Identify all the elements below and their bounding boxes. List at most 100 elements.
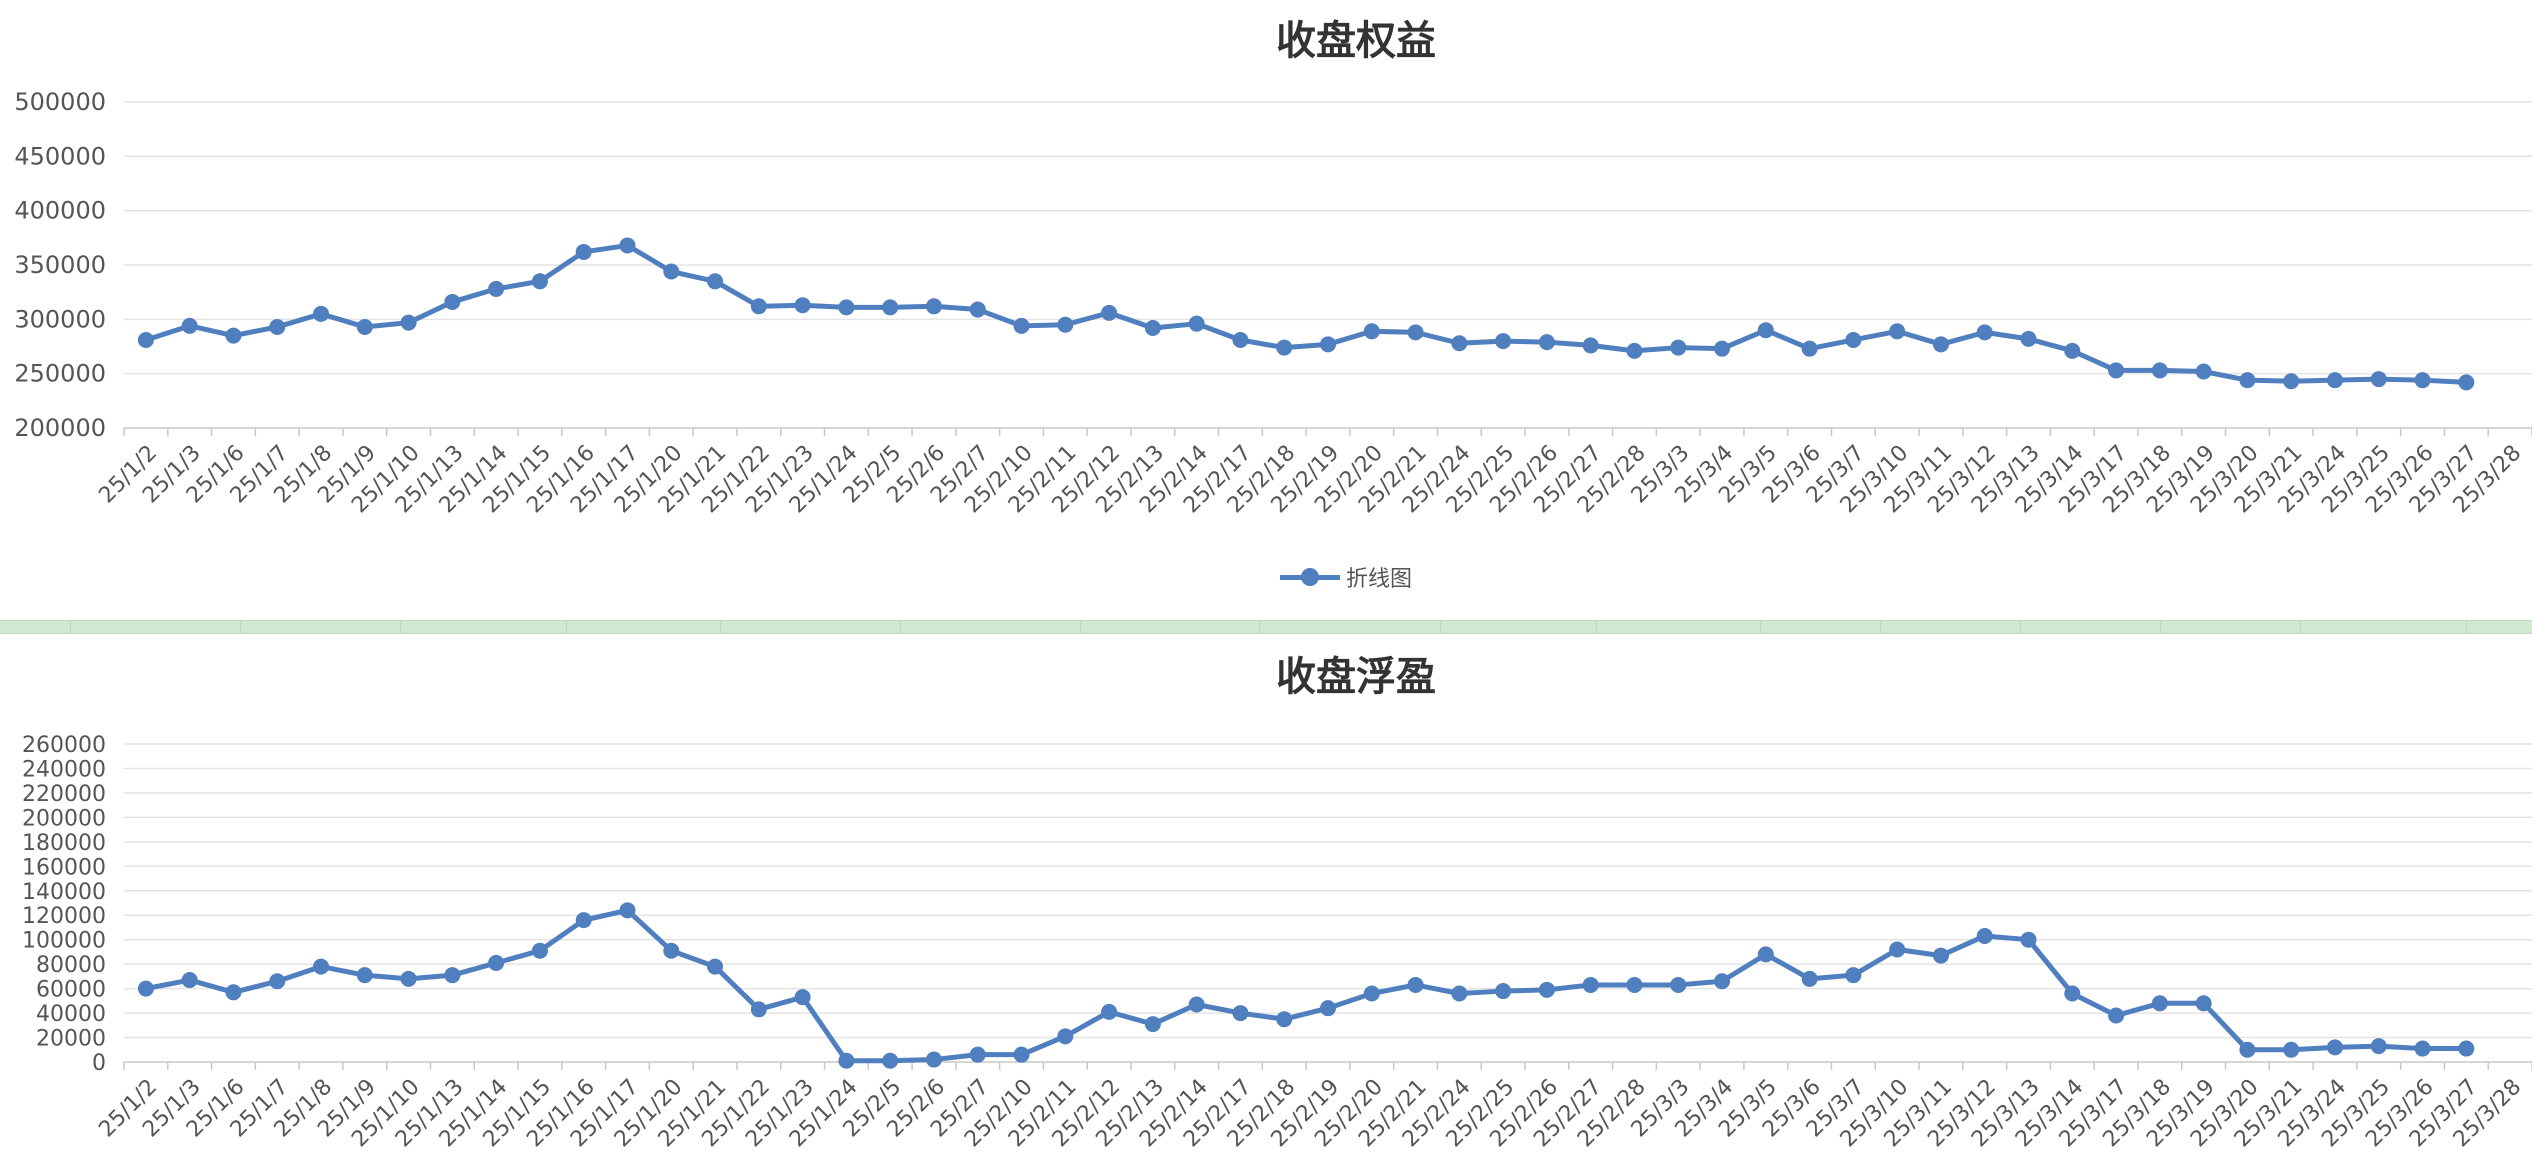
data-point[interactable]: [1714, 340, 1731, 357]
data-point[interactable]: [1451, 985, 1468, 1002]
data-point[interactable]: [400, 970, 417, 987]
data-point[interactable]: [2326, 372, 2343, 389]
data-point[interactable]: [488, 280, 505, 297]
data-point[interactable]: [444, 967, 461, 984]
data-point[interactable]: [2151, 362, 2168, 379]
data-point[interactable]: [1057, 316, 1074, 333]
data-point[interactable]: [1144, 1016, 1161, 1033]
data-point[interactable]: [1407, 324, 1424, 341]
data-point[interactable]: [1582, 337, 1599, 354]
data-point[interactable]: [313, 305, 330, 322]
data-point[interactable]: [1407, 976, 1424, 993]
data-point[interactable]: [1495, 333, 1512, 350]
data-point[interactable]: [181, 317, 198, 334]
data-point[interactable]: [1057, 1028, 1074, 1045]
data-point[interactable]: [137, 980, 154, 997]
data-point[interactable]: [575, 912, 592, 929]
data-point[interactable]: [1495, 983, 1512, 1000]
data-point[interactable]: [1538, 334, 1555, 351]
data-point[interactable]: [619, 237, 636, 254]
data-point[interactable]: [707, 958, 724, 975]
data-point[interactable]: [1845, 967, 1862, 984]
data-point[interactable]: [181, 972, 198, 989]
data-point[interactable]: [1889, 941, 1906, 958]
data-point[interactable]: [2414, 372, 2431, 389]
data-point[interactable]: [1013, 317, 1030, 334]
data-point[interactable]: [2064, 342, 2081, 359]
data-point[interactable]: [1538, 981, 1555, 998]
data-point[interactable]: [2414, 1040, 2431, 1057]
data-point[interactable]: [2108, 362, 2125, 379]
data-point[interactable]: [575, 243, 592, 260]
data-point[interactable]: [269, 973, 286, 990]
data-point[interactable]: [225, 327, 242, 344]
data-point[interactable]: [269, 318, 286, 335]
data-point[interactable]: [838, 1052, 855, 1069]
data-point[interactable]: [356, 967, 373, 984]
data-point[interactable]: [925, 1051, 942, 1068]
data-point[interactable]: [2195, 995, 2212, 1012]
data-point[interactable]: [1932, 947, 1949, 964]
data-point[interactable]: [1188, 996, 1205, 1013]
data-point[interactable]: [882, 1052, 899, 1069]
data-point[interactable]: [2020, 931, 2037, 948]
data-point[interactable]: [925, 298, 942, 315]
data-point[interactable]: [1932, 336, 1949, 353]
data-point[interactable]: [1845, 331, 1862, 348]
data-point[interactable]: [2370, 1038, 2387, 1055]
data-point[interactable]: [2064, 985, 2081, 1002]
data-point[interactable]: [1013, 1046, 1030, 1063]
data-point[interactable]: [1626, 976, 1643, 993]
data-point[interactable]: [750, 1001, 767, 1018]
data-point[interactable]: [400, 314, 417, 331]
data-point[interactable]: [1801, 970, 1818, 987]
data-point[interactable]: [1101, 1003, 1118, 1020]
data-point[interactable]: [1451, 335, 1468, 352]
data-point[interactable]: [2326, 1039, 2343, 1056]
data-point[interactable]: [2283, 1041, 2300, 1058]
data-point[interactable]: [1320, 1000, 1336, 1017]
data-point[interactable]: [1276, 1011, 1293, 1028]
data-point[interactable]: [1144, 320, 1161, 337]
data-point[interactable]: [225, 984, 242, 1001]
data-point[interactable]: [794, 297, 811, 314]
data-point[interactable]: [2195, 363, 2212, 380]
data-point[interactable]: [1714, 973, 1731, 990]
data-point[interactable]: [356, 318, 373, 335]
data-point[interactable]: [794, 989, 811, 1006]
data-point[interactable]: [1976, 928, 1993, 945]
data-point[interactable]: [1363, 323, 1380, 340]
data-point[interactable]: [1320, 336, 1336, 353]
data-point[interactable]: [1363, 985, 1380, 1002]
data-point[interactable]: [2151, 995, 2168, 1012]
data-point[interactable]: [619, 902, 636, 919]
data-point[interactable]: [707, 273, 724, 290]
data-point[interactable]: [2239, 372, 2256, 389]
data-point[interactable]: [1976, 324, 1993, 341]
data-point[interactable]: [137, 331, 154, 348]
data-point[interactable]: [2108, 1007, 2125, 1024]
data-point[interactable]: [1582, 976, 1599, 993]
data-point[interactable]: [838, 299, 855, 316]
data-point[interactable]: [1276, 339, 1293, 356]
data-point[interactable]: [969, 301, 986, 318]
data-point[interactable]: [1801, 340, 1818, 357]
data-point[interactable]: [2458, 374, 2475, 391]
data-point[interactable]: [750, 298, 767, 315]
data-point[interactable]: [1889, 323, 1906, 340]
data-point[interactable]: [2020, 330, 2037, 347]
data-point[interactable]: [1101, 304, 1118, 321]
panel-divider[interactable]: [0, 620, 2532, 634]
data-point[interactable]: [313, 958, 330, 975]
data-point[interactable]: [882, 299, 899, 316]
data-point[interactable]: [663, 263, 680, 280]
data-point[interactable]: [2283, 373, 2300, 390]
data-point[interactable]: [1670, 339, 1687, 356]
data-point[interactable]: [531, 942, 548, 959]
data-point[interactable]: [969, 1046, 986, 1063]
data-point[interactable]: [2370, 371, 2387, 388]
data-point[interactable]: [663, 942, 680, 959]
data-point[interactable]: [488, 954, 505, 971]
data-point[interactable]: [1757, 946, 1774, 963]
data-point[interactable]: [1188, 315, 1205, 332]
